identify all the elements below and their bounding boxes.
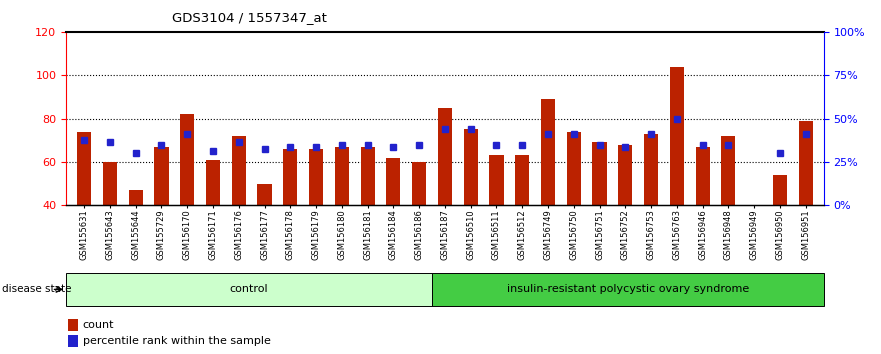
- Bar: [335, 147, 349, 292]
- Bar: [773, 175, 787, 292]
- Text: GDS3104 / 1557347_at: GDS3104 / 1557347_at: [172, 11, 327, 24]
- Bar: [129, 190, 143, 292]
- Text: disease state: disease state: [2, 284, 71, 295]
- Bar: [670, 67, 684, 292]
- Bar: [541, 99, 555, 292]
- Bar: [747, 236, 761, 292]
- Bar: [103, 162, 117, 292]
- Bar: [283, 149, 298, 292]
- Bar: [66, 273, 432, 306]
- Bar: [69, 319, 78, 331]
- Bar: [77, 132, 92, 292]
- Bar: [309, 149, 323, 292]
- Bar: [438, 108, 452, 292]
- Bar: [489, 155, 504, 292]
- Bar: [206, 160, 220, 292]
- Bar: [644, 134, 658, 292]
- Bar: [432, 273, 824, 306]
- Bar: [154, 147, 168, 292]
- Bar: [386, 158, 401, 292]
- Bar: [722, 136, 736, 292]
- Bar: [360, 147, 374, 292]
- Bar: [618, 144, 633, 292]
- Bar: [798, 121, 813, 292]
- Bar: [566, 132, 581, 292]
- Text: count: count: [83, 320, 115, 330]
- Text: control: control: [230, 284, 269, 295]
- Bar: [69, 335, 78, 347]
- Bar: [257, 184, 271, 292]
- Bar: [180, 114, 195, 292]
- Bar: [515, 155, 529, 292]
- Bar: [592, 142, 607, 292]
- Text: insulin-resistant polycystic ovary syndrome: insulin-resistant polycystic ovary syndr…: [507, 284, 749, 295]
- Bar: [412, 162, 426, 292]
- Bar: [695, 147, 710, 292]
- Bar: [232, 136, 246, 292]
- Bar: [463, 130, 478, 292]
- Text: percentile rank within the sample: percentile rank within the sample: [83, 336, 270, 346]
